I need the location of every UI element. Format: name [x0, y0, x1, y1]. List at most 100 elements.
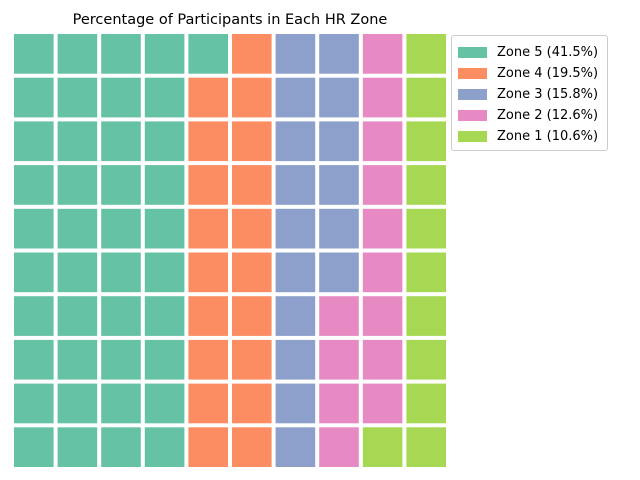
waffle-square-zone-4	[188, 339, 228, 380]
waffle-square-zone-5	[57, 252, 98, 293]
legend-label: Zone 3 (15.8%)	[497, 87, 599, 102]
waffle-square-zone-1	[406, 296, 446, 336]
waffle-square-zone-5	[57, 383, 98, 424]
waffle-square-zone-5	[14, 339, 54, 380]
waffle-square-zone-1	[406, 165, 446, 205]
waffle-square-zone-2	[319, 383, 359, 424]
waffle-square-zone-2	[319, 296, 359, 336]
waffle-square-zone-3	[275, 77, 316, 118]
waffle-square-zone-4	[188, 121, 228, 162]
legend: Zone 5 (41.5%) Zone 4 (19.5%) Zone 3 (15.8…	[451, 35, 608, 151]
waffle-square-zone-5	[101, 383, 141, 424]
waffle-square-zone-5	[57, 165, 98, 205]
legend-swatch	[458, 47, 487, 58]
waffle-square-zone-1	[406, 383, 446, 424]
waffle-square-zone-5	[14, 34, 54, 74]
waffle-square-zone-3	[275, 296, 316, 336]
legend-swatch	[458, 131, 487, 142]
waffle-square-zone-3	[275, 427, 316, 467]
waffle-square-zone-4	[232, 77, 272, 118]
waffle-square-zone-5	[101, 427, 141, 467]
waffle-square-zone-5	[144, 339, 185, 380]
waffle-square-zone-4	[232, 427, 272, 467]
legend-item: Zone 5 (41.5%)	[458, 42, 607, 63]
waffle-square-zone-5	[57, 121, 98, 162]
waffle-square-zone-4	[232, 383, 272, 424]
waffle-square-zone-4	[232, 34, 272, 74]
waffle-square-zone-3	[319, 34, 359, 74]
waffle-square-zone-2	[362, 296, 403, 336]
waffle-square-zone-4	[188, 77, 228, 118]
legend-label: Zone 4 (19.5%)	[497, 66, 599, 81]
waffle-square-zone-1	[406, 208, 446, 249]
waffle-square-zone-2	[362, 339, 403, 380]
legend-item: Zone 3 (15.8%)	[458, 84, 607, 105]
waffle-square-zone-2	[362, 208, 403, 249]
waffle-square-zone-4	[232, 121, 272, 162]
waffle-square-zone-3	[275, 252, 316, 293]
waffle-square-zone-5	[101, 339, 141, 380]
waffle-square-zone-5	[14, 208, 54, 249]
waffle-square-zone-4	[188, 427, 228, 467]
waffle-square-zone-3	[275, 208, 316, 249]
waffle-chart	[14, 34, 446, 467]
waffle-square-zone-5	[144, 165, 185, 205]
waffle-square-zone-2	[362, 34, 403, 74]
legend-item: Zone 1 (10.6%)	[458, 126, 607, 147]
waffle-square-zone-5	[14, 121, 54, 162]
waffle-square-zone-5	[14, 296, 54, 336]
waffle-square-zone-4	[188, 296, 228, 336]
waffle-square-zone-1	[362, 427, 403, 467]
waffle-square-zone-2	[362, 77, 403, 118]
waffle-square-zone-3	[275, 339, 316, 380]
waffle-square-zone-4	[188, 383, 228, 424]
waffle-square-zone-4	[232, 165, 272, 205]
waffle-square-zone-1	[406, 34, 446, 74]
waffle-square-zone-5	[57, 34, 98, 74]
waffle-square-zone-5	[101, 77, 141, 118]
waffle-square-zone-5	[57, 208, 98, 249]
waffle-square-zone-5	[144, 383, 185, 424]
waffle-square-zone-5	[14, 383, 54, 424]
waffle-square-zone-4	[188, 252, 228, 293]
waffle-square-zone-5	[57, 339, 98, 380]
waffle-square-zone-3	[319, 208, 359, 249]
waffle-square-zone-2	[362, 121, 403, 162]
waffle-square-zone-5	[57, 77, 98, 118]
waffle-square-zone-3	[275, 34, 316, 74]
waffle-square-zone-4	[188, 165, 228, 205]
waffle-square-zone-5	[101, 165, 141, 205]
waffle-square-zone-3	[319, 252, 359, 293]
waffle-square-zone-5	[144, 427, 185, 467]
waffle-square-zone-4	[232, 339, 272, 380]
waffle-square-zone-5	[14, 77, 54, 118]
waffle-square-zone-5	[14, 427, 54, 467]
waffle-square-zone-5	[14, 165, 54, 205]
waffle-square-zone-5	[144, 252, 185, 293]
waffle-square-zone-5	[14, 252, 54, 293]
legend-item: Zone 4 (19.5%)	[458, 63, 607, 84]
waffle-square-zone-5	[144, 296, 185, 336]
waffle-square-zone-2	[319, 427, 359, 467]
waffle-square-zone-1	[406, 427, 446, 467]
waffle-square-zone-5	[144, 208, 185, 249]
waffle-square-zone-3	[275, 383, 316, 424]
waffle-square-zone-1	[406, 121, 446, 162]
waffle-square-zone-5	[101, 208, 141, 249]
waffle-square-zone-5	[101, 121, 141, 162]
waffle-square-zone-5	[101, 296, 141, 336]
waffle-square-zone-3	[319, 165, 359, 205]
waffle-square-zone-3	[275, 165, 316, 205]
waffle-square-zone-4	[232, 252, 272, 293]
waffle-square-zone-1	[406, 339, 446, 380]
waffle-square-zone-5	[144, 77, 185, 118]
waffle-square-zone-3	[275, 121, 316, 162]
waffle-square-zone-2	[362, 165, 403, 205]
waffle-square-zone-4	[232, 296, 272, 336]
waffle-square-zone-2	[362, 252, 403, 293]
waffle-square-zone-5	[101, 252, 141, 293]
waffle-square-zone-2	[362, 383, 403, 424]
legend-label: Zone 2 (12.6%)	[497, 108, 599, 123]
waffle-square-zone-5	[101, 34, 141, 74]
waffle-square-zone-2	[319, 339, 359, 380]
